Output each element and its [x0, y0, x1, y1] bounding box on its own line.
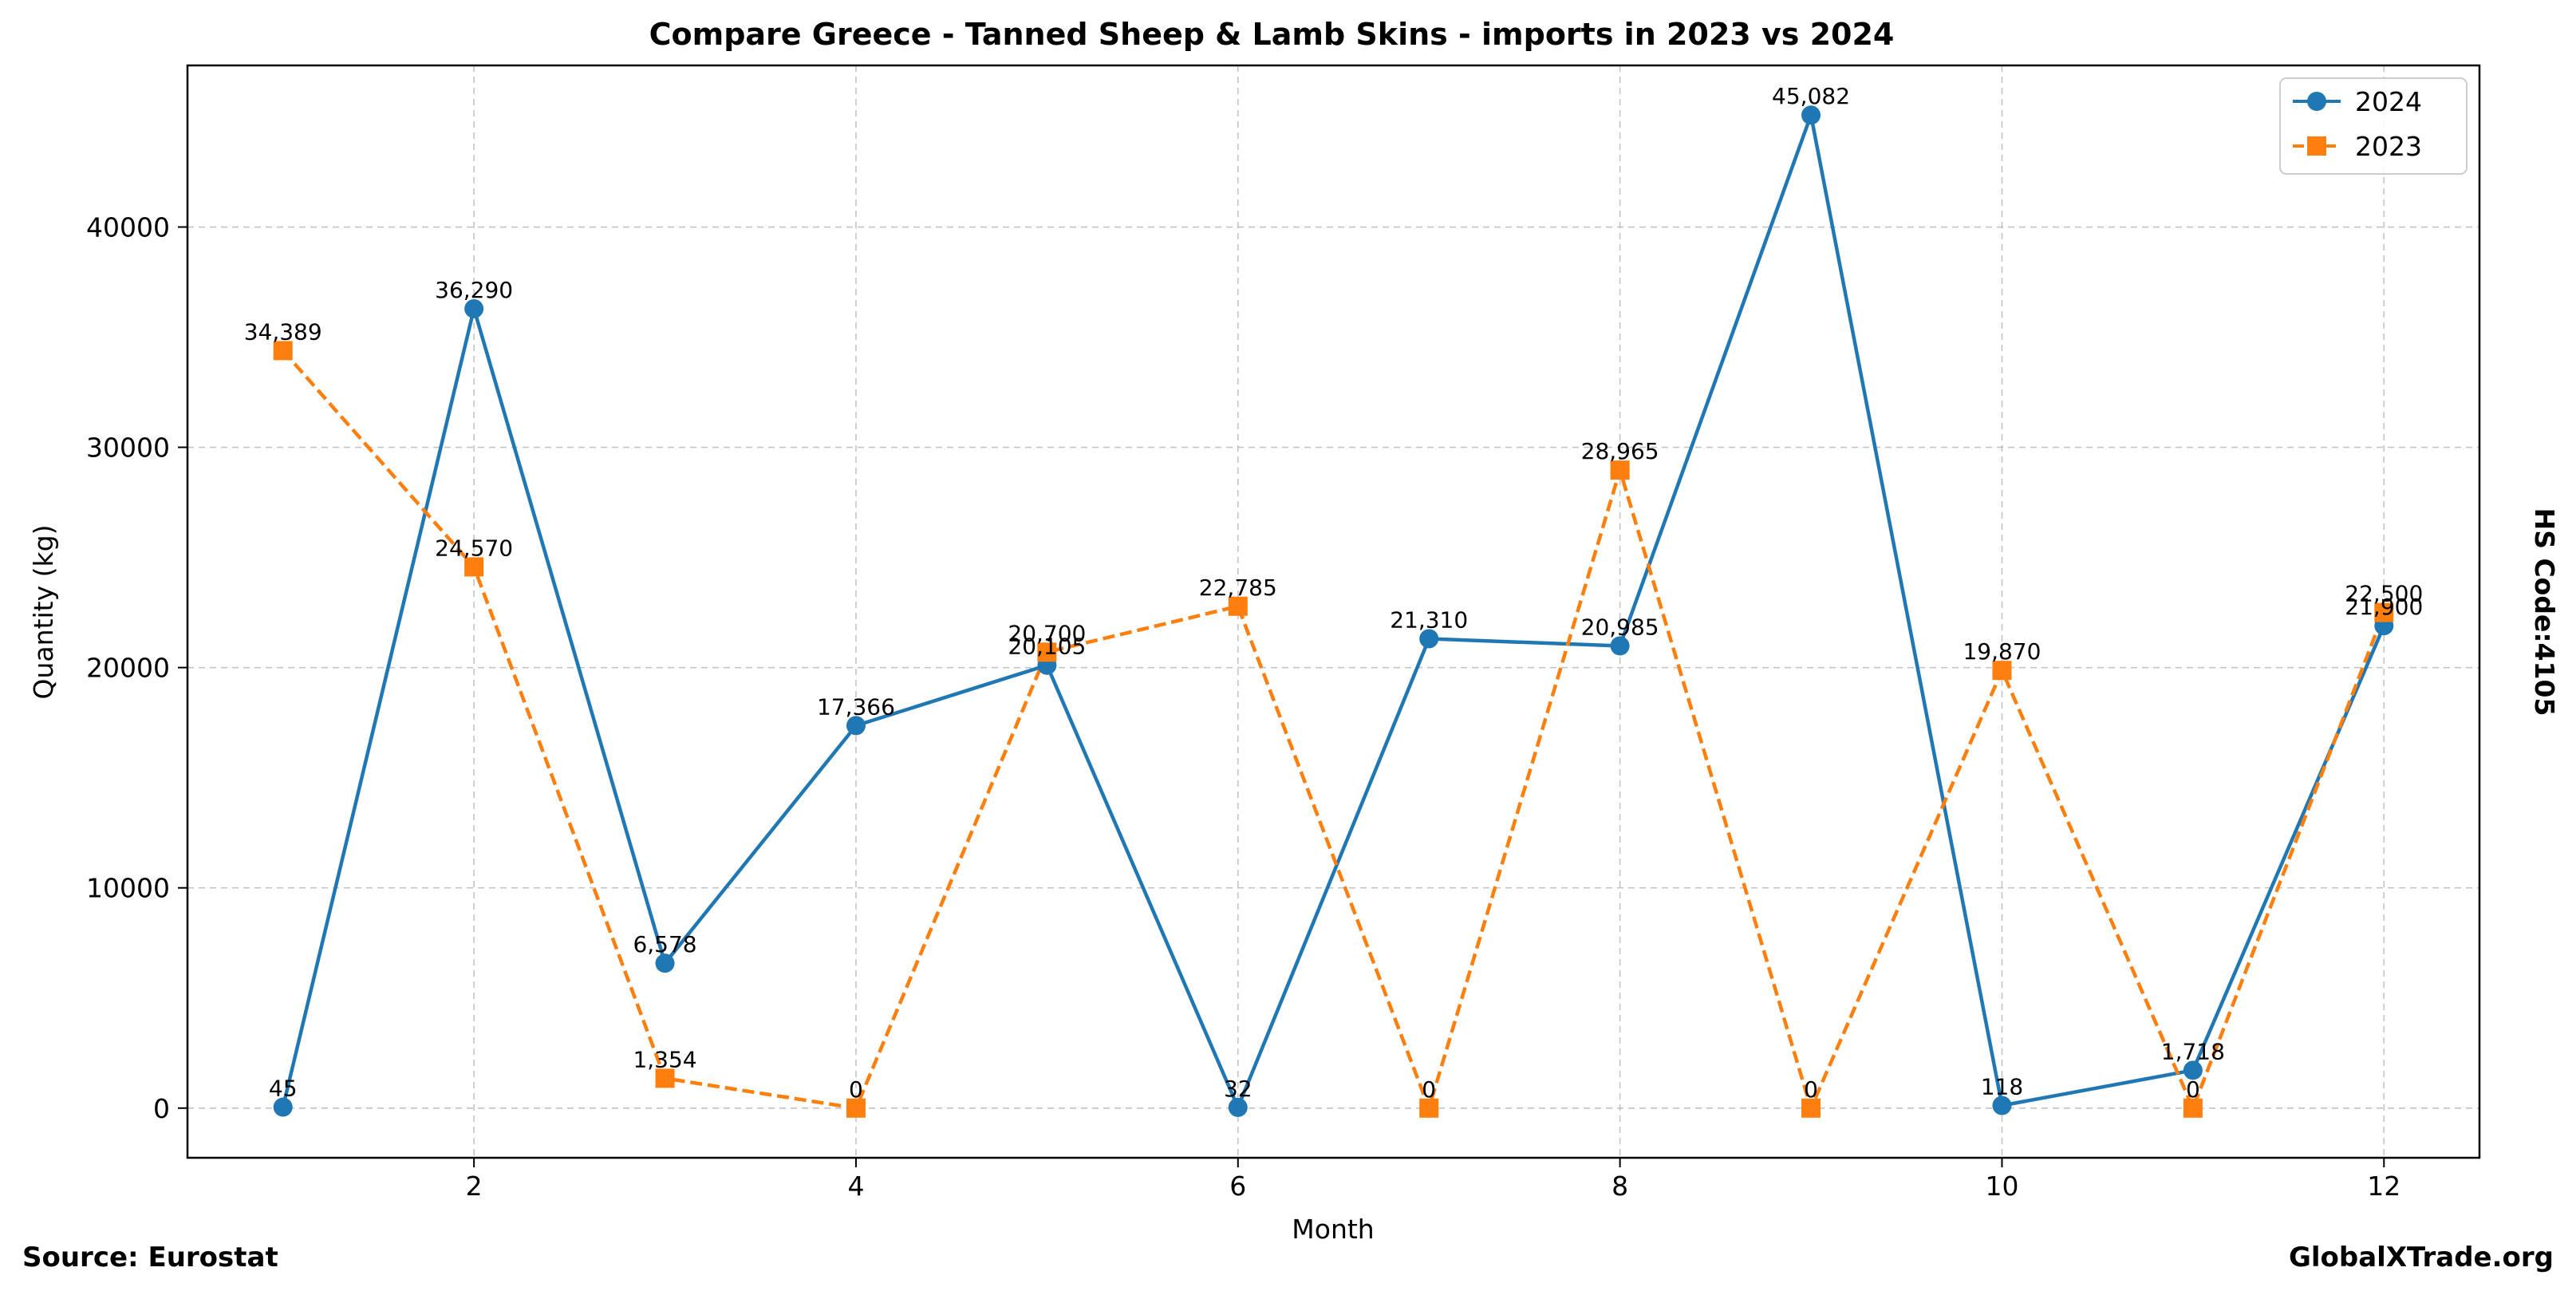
- data-point-2023: [1419, 1098, 1439, 1118]
- data-label-2024: 32: [1224, 1076, 1252, 1102]
- data-label-2024: 45: [269, 1076, 298, 1102]
- y-axis-label: Quantity (kg): [28, 525, 59, 700]
- data-label-2023: 1,354: [633, 1046, 696, 1072]
- data-point-2023: [1992, 661, 2012, 681]
- x-tick-label: 8: [1611, 1171, 1628, 1202]
- data-label-2023: 20,700: [1008, 620, 1086, 646]
- data-label-2024: 1,718: [2161, 1038, 2225, 1064]
- data-point-2023: [1610, 460, 1630, 480]
- data-point-2024: [1610, 636, 1630, 656]
- grid-lines: [187, 65, 2479, 1158]
- data-label-2024: 36,290: [435, 277, 513, 303]
- y-tick-label: 20000: [86, 653, 170, 684]
- hs-code-label: HS Code:4105: [2529, 508, 2560, 717]
- legend-marker-2023: [2307, 136, 2326, 156]
- data-point-2023: [1228, 596, 1248, 616]
- x-tick-label: 4: [847, 1171, 864, 1202]
- plot-frame: [186, 64, 2481, 1159]
- source-note: Source: Eurostat: [22, 1242, 278, 1273]
- data-label-2023: 19,870: [1963, 638, 2041, 665]
- data-label-2023: 34,389: [244, 318, 322, 345]
- data-point-2023: [846, 1098, 866, 1118]
- x-tick-label: 10: [1985, 1171, 2018, 1202]
- data-label-2024: 45,082: [1772, 83, 1850, 109]
- data-label-2023: 0: [2186, 1076, 2200, 1103]
- data-point-2024: [1992, 1096, 2012, 1115]
- data-point-2024: [1801, 105, 1821, 125]
- data-point-2023: [1037, 642, 1057, 662]
- x-tick-label: 12: [2367, 1171, 2400, 1202]
- data-label-2024: 6,578: [633, 931, 696, 957]
- data-point-2024: [1228, 1097, 1248, 1117]
- plot-series: [273, 105, 2394, 1118]
- y-tick-label: 10000: [86, 873, 170, 904]
- data-label-2023: 22,785: [1199, 574, 1277, 601]
- y-tick-label: 30000: [86, 432, 170, 464]
- data-label-2023: 0: [849, 1076, 863, 1103]
- data-label-2023: 24,570: [435, 535, 513, 561]
- data-label-2023: 0: [1422, 1076, 1436, 1103]
- data-point-2024: [464, 298, 484, 318]
- data-point-2023: [464, 557, 484, 577]
- series-line-2024: [281, 113, 2386, 1110]
- data-point-2024: [273, 1097, 293, 1117]
- x-tick-label: 6: [1229, 1171, 1246, 1202]
- legend-marker-2024: [2307, 92, 2326, 111]
- data-point-2023: [655, 1068, 675, 1088]
- y-tick-label: 0: [153, 1093, 170, 1124]
- data-label-2023: 28,965: [1581, 438, 1659, 464]
- legend: 2024 2023: [2279, 77, 2468, 175]
- chart-title: Compare Greece - Tanned Sheep & Lamb Ski…: [649, 17, 1895, 52]
- data-point-2024: [846, 716, 866, 736]
- data-point-2024: [655, 954, 675, 973]
- data-label-2024: 21,310: [1390, 606, 1468, 633]
- axis-ticks: 2 4 6 8 10 12 0 10000 20000 30000 40000: [86, 212, 2400, 1202]
- data-labels: 45 36,290 6,578 17,366 20,105 32 21,310 20,985 4…: [244, 83, 2424, 1103]
- x-axis-label: Month: [1292, 1214, 1374, 1245]
- site-credit: GlobalXTrade.org: [2288, 1242, 2554, 1273]
- legend-label-2023: 2023: [2355, 131, 2422, 162]
- data-label-2024: 20,105: [1008, 634, 1086, 660]
- data-point-2024: [1419, 629, 1439, 649]
- data-label-2023: 22,500: [2345, 581, 2423, 607]
- series-line-2023: [282, 349, 2386, 1111]
- data-label-2024: 20,985: [1581, 614, 1659, 640]
- y-tick-label: 40000: [86, 212, 170, 243]
- data-point-2023: [2183, 1098, 2203, 1118]
- data-label-2023: 0: [1804, 1076, 1818, 1103]
- data-point-2024: [2183, 1060, 2203, 1080]
- data-point-2023: [273, 341, 293, 361]
- x-tick-label: 2: [466, 1171, 483, 1202]
- data-label-2024: 21,900: [2345, 594, 2423, 620]
- data-label-2024: 118: [1981, 1074, 2023, 1100]
- data-label-2024: 17,366: [817, 693, 895, 720]
- data-point-2023: [1801, 1098, 1821, 1118]
- legend-label-2024: 2024: [2355, 86, 2422, 117]
- data-point-2023: [2374, 602, 2394, 622]
